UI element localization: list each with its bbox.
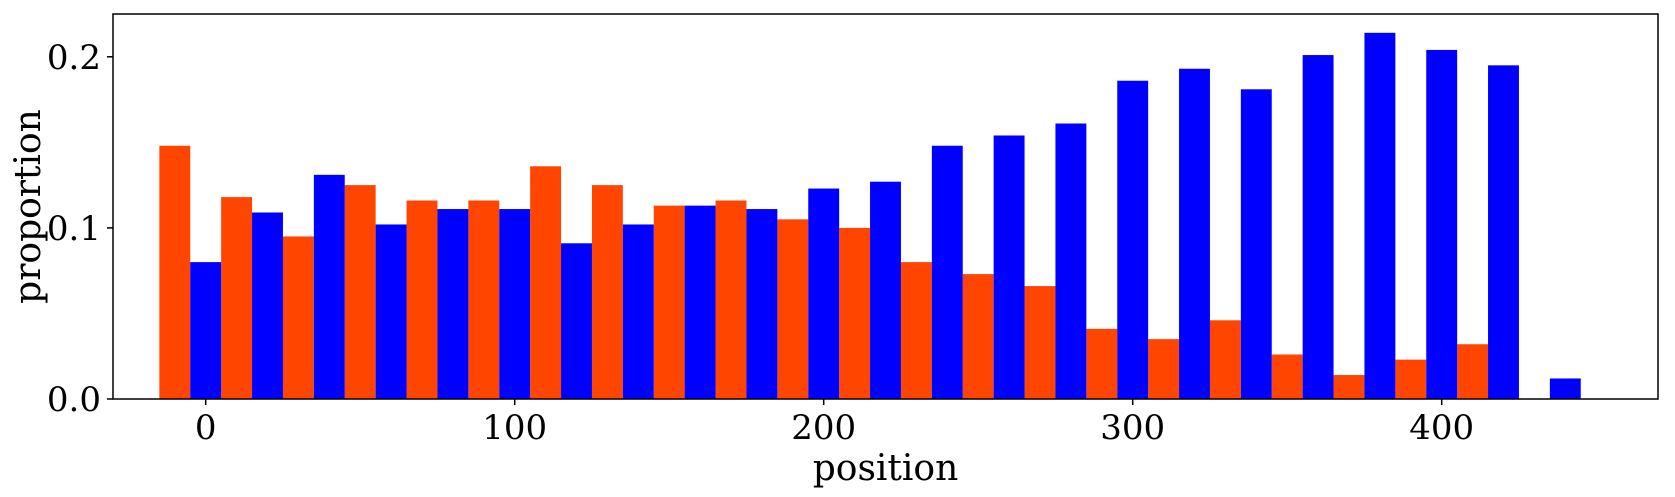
y-axis-label: proportion (8, 109, 49, 304)
bars-layer (159, 32, 1581, 400)
bar-series2-14 (1055, 123, 1087, 399)
bar-series1-17 (1209, 320, 1241, 399)
bar-series2-4 (437, 209, 469, 399)
bar-series2-22 (1549, 378, 1581, 399)
bar-series2-1 (252, 212, 283, 399)
bar-series2-7 (622, 224, 654, 399)
bar-series2-13 (993, 135, 1025, 399)
x-axis-label: position (813, 448, 959, 489)
bar-series1-21 (1457, 344, 1489, 399)
bar-series2-3 (375, 224, 407, 399)
bar-series1-6 (530, 166, 562, 399)
bar-series1-4 (406, 200, 438, 399)
bar-series1-13 (962, 274, 994, 399)
bar-series1-0 (159, 145, 191, 399)
y-tick-label: 0.2 (47, 38, 101, 78)
bar-series2-6 (561, 243, 592, 399)
bar-series2-16 (1179, 68, 1210, 399)
bar-series1-10 (777, 219, 809, 399)
bar-series1-19 (1333, 375, 1365, 399)
bar-series1-5 (468, 200, 500, 399)
bar-series2-2 (313, 174, 345, 399)
bar-series1-7 (591, 185, 623, 399)
bar-series1-20 (1395, 359, 1427, 399)
plot-frame (112, 13, 1659, 400)
bar-series2-0 (190, 262, 222, 399)
bar-series1-8 (653, 205, 685, 399)
bar-series1-14 (1024, 286, 1056, 399)
bar-series1-3 (344, 185, 376, 399)
bar-series1-2 (282, 236, 314, 399)
bar-series1-9 (715, 200, 747, 399)
bar-series2-5 (499, 209, 531, 399)
bar-series2-15 (1117, 80, 1149, 399)
x-tick-label: 400 (1409, 408, 1474, 448)
bar-series2-18 (1302, 55, 1334, 400)
x-tick-label: 300 (1100, 408, 1165, 448)
y-tick-label: 0.1 (47, 209, 101, 249)
bar-series1-12 (900, 262, 932, 399)
bar-series2-12 (931, 145, 963, 399)
bar-series2-8 (684, 205, 716, 399)
bar-series2-17 (1240, 89, 1272, 400)
bar-series2-10 (808, 188, 840, 399)
bar-series1-16 (1148, 339, 1180, 399)
bar-series1-15 (1086, 328, 1118, 399)
bar-series1-1 (221, 197, 253, 399)
y-tick-label: 0.0 (47, 380, 101, 420)
bar-series2-19 (1364, 32, 1396, 399)
bar-series2-11 (870, 181, 901, 399)
x-tick-label: 0 (195, 408, 217, 448)
x-tick-label: 100 (482, 408, 547, 448)
ticks-layer: 0 100 200 300 400 0.0 0.1 0.2 (47, 38, 1474, 448)
bar-series2-20 (1426, 49, 1458, 399)
bar-series2-9 (746, 209, 778, 399)
bar-series2-21 (1488, 65, 1519, 399)
bar-series1-18 (1271, 354, 1303, 399)
x-tick-label: 200 (791, 408, 856, 448)
bar-series1-11 (839, 227, 871, 399)
